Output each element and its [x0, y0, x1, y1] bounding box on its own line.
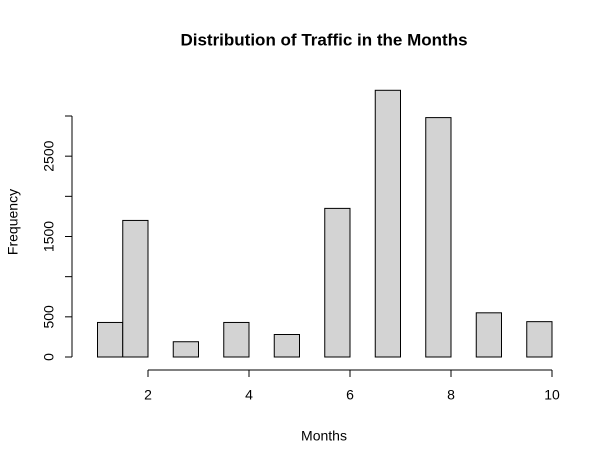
bar — [324, 207, 351, 358]
x-tick-label: 4 — [245, 387, 253, 403]
bar — [223, 321, 250, 358]
y-tick-label: 0 — [41, 353, 57, 361]
x-tick-label: 10 — [544, 387, 560, 403]
y-tick-label: 1500 — [41, 221, 57, 252]
y-tick-label: 2500 — [41, 140, 57, 171]
bar — [526, 321, 553, 358]
bar — [425, 117, 452, 358]
bar — [273, 334, 300, 358]
x-tick-label: 6 — [346, 387, 354, 403]
bar — [475, 312, 502, 358]
x-axis-label: Months — [301, 428, 347, 444]
bar — [122, 219, 149, 358]
bar — [374, 89, 401, 358]
bar — [97, 321, 124, 358]
y-axis-label: Frequency — [5, 189, 21, 255]
bar — [172, 341, 199, 358]
y-tick-label: 500 — [41, 305, 57, 329]
chart-title: Distribution of Traffic in the Months — [180, 30, 467, 49]
x-tick-label: 8 — [447, 387, 455, 403]
x-tick-label: 2 — [144, 387, 152, 403]
